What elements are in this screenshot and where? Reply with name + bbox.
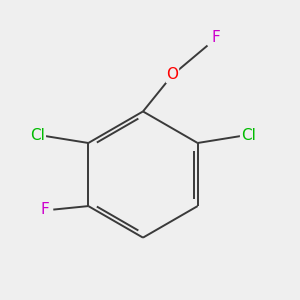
Text: Cl: Cl — [30, 128, 45, 143]
Text: F: F — [40, 202, 49, 217]
Text: Cl: Cl — [241, 128, 256, 143]
Text: F: F — [212, 30, 220, 45]
Text: O: O — [167, 68, 178, 82]
